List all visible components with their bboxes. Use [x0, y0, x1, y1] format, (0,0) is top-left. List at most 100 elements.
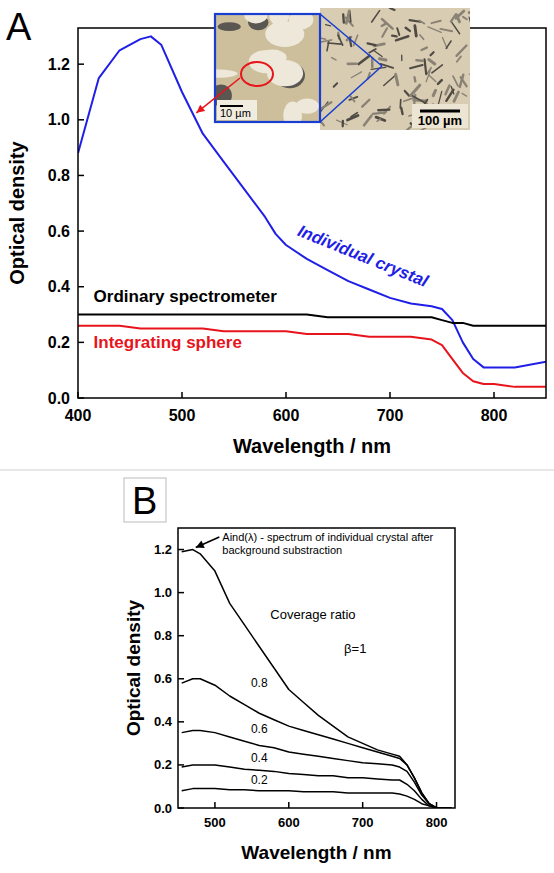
crystal: [320, 102, 331, 109]
crystal: [373, 50, 382, 56]
crystal: [413, 96, 425, 103]
x-tick: [214, 802, 216, 808]
crystal: [382, 28, 387, 36]
y-tick-label: 0.8: [154, 628, 172, 643]
crystal: [351, 72, 361, 78]
crystal: [429, 60, 435, 64]
zoom-micrograph: [215, 14, 320, 122]
crystal: [432, 65, 443, 73]
x-axis-title: Wavelength / nm: [241, 842, 391, 863]
y-tick-label: 1.2: [154, 542, 172, 557]
crystal: [416, 59, 422, 62]
crystal: [399, 100, 401, 108]
y-tick: [78, 342, 84, 344]
x-tick: [493, 392, 495, 398]
crystal: [320, 40, 332, 43]
crystal: [428, 27, 441, 33]
crystal: [438, 80, 442, 84]
crystal: [453, 76, 458, 86]
crystal: [446, 41, 451, 48]
crystal: [364, 116, 371, 126]
crystal: [440, 29, 452, 31]
crystal: [429, 75, 436, 82]
crystal: [401, 55, 402, 60]
crystal: [359, 56, 370, 64]
crystal: [368, 43, 376, 45]
crystal: [346, 11, 349, 24]
y-tick-label: 0.4: [154, 714, 173, 729]
crystal: [397, 28, 399, 35]
zoom-texture: [215, 14, 319, 122]
y-tick: [178, 549, 184, 551]
x-tick-label: 800: [481, 407, 508, 424]
series-line: [78, 326, 546, 387]
crystal: [378, 108, 389, 111]
y-tick: [78, 286, 84, 288]
crystal: [384, 76, 395, 85]
plot-frame: [178, 528, 455, 808]
y-tick-label: 1.0: [48, 111, 70, 128]
crystal: [425, 59, 427, 74]
crystal: [350, 96, 354, 101]
x-tick-label: 700: [352, 815, 374, 830]
crystal: [396, 36, 408, 40]
micrograph: [320, 8, 470, 130]
crystal: [392, 34, 396, 37]
crystal: [469, 17, 470, 24]
y-tick-label: 0.2: [154, 757, 172, 772]
label-patch: [412, 104, 468, 128]
crystal: [382, 19, 392, 29]
panel-letter-box: [124, 478, 166, 522]
x-tick: [181, 392, 183, 398]
crystal: [457, 56, 461, 61]
y-tick: [178, 678, 184, 680]
zoom-connector: [320, 66, 382, 122]
crystal: [457, 46, 467, 56]
crystal: [416, 128, 426, 130]
annotation-line: Aind(λ) - spectrum of individual crystal…: [222, 531, 433, 543]
x-tick-label: 600: [278, 815, 300, 830]
crystal: [380, 59, 386, 60]
x-tick-label: 600: [273, 407, 300, 424]
y-tick: [78, 230, 84, 232]
panel-separator: [0, 470, 554, 471]
panel-letter: B: [132, 480, 157, 522]
crystal: [433, 90, 435, 95]
series-label: Individual crystal: [295, 221, 432, 291]
crystal: [390, 8, 395, 10]
crystal: [322, 37, 326, 40]
crystal: [469, 74, 470, 78]
crystal: [445, 85, 449, 94]
series-label: Ordinary spectrometer: [94, 287, 278, 306]
x-tick-label: 500: [169, 407, 196, 424]
panel-letter: A: [6, 6, 32, 48]
highlight: [241, 62, 273, 86]
series-line: [182, 550, 452, 808]
pointer-arrow: [196, 78, 240, 113]
crystal: [410, 65, 423, 68]
y-tick-label: 0.0: [154, 801, 172, 816]
crystal: [419, 20, 424, 23]
annotation: Coverage ratio: [270, 607, 355, 622]
x-tick-label: 800: [426, 815, 448, 830]
crystal: [462, 93, 467, 96]
zoom-connector: [320, 14, 382, 66]
y-tick: [178, 635, 184, 637]
scale-label: 10 µm: [220, 107, 251, 119]
crystal: [415, 26, 416, 36]
crystal: [413, 77, 416, 81]
micrograph-texture: [320, 8, 470, 130]
crystal: [446, 90, 453, 101]
pointer-arrow-head: [196, 105, 205, 113]
x-axis-title: Wavelength / nm: [233, 435, 391, 457]
x-tick-label: 700: [377, 407, 404, 424]
crystal: [422, 48, 427, 50]
crystal: [420, 35, 424, 39]
crystal: [334, 83, 338, 87]
crystal: [328, 43, 341, 44]
crystal: [362, 100, 369, 107]
x-tick: [389, 392, 391, 398]
grain: [215, 69, 238, 77]
pointer-arrow-head: [196, 541, 205, 548]
crystal: [396, 74, 398, 85]
